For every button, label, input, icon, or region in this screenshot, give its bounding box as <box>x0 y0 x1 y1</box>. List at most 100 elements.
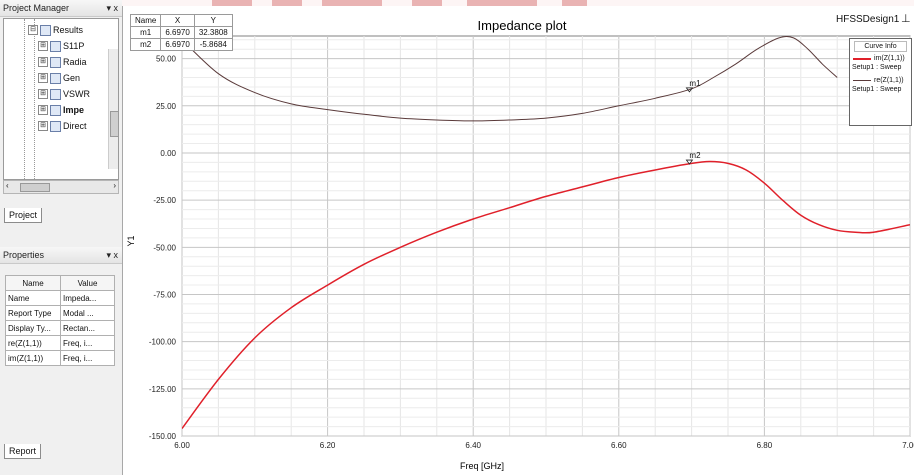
properties-header: Properties ▾ x <box>0 247 122 264</box>
curve-info-legend[interactable]: Curve Info im(Z(1,1)) Setup1 : Sweep re(… <box>849 38 912 126</box>
series-line-im-z-1-1- <box>182 160 910 429</box>
expand-icon[interactable]: ⊞ <box>38 89 48 99</box>
expand-icon[interactable]: ⊞ <box>38 41 48 51</box>
table-row[interactable]: re(Z(1,1)) Freq, i... <box>5 335 115 351</box>
table-header-row: Name Value <box>5 275 115 291</box>
report-icon <box>50 120 61 132</box>
tree-item-label: Direct <box>63 121 87 131</box>
marker-point[interactable] <box>685 159 694 165</box>
property-value[interactable]: Modal ... <box>60 305 115 321</box>
y-axis-label: Y1 <box>126 235 136 246</box>
left-panel: Project Manager ▾ x ⊟ Results ⊞ S11P ⊞ R… <box>0 0 123 475</box>
property-value[interactable]: Freq, i... <box>60 335 115 351</box>
project-manager-header: Project Manager ▾ x <box>0 0 122 17</box>
tab-report[interactable]: Report <box>4 444 42 459</box>
property-name: re(Z(1,1)) <box>5 335 61 351</box>
column-header[interactable]: Name <box>5 275 61 291</box>
table-row[interactable]: Display Ty... Rectan... <box>5 320 115 336</box>
marker-name: m2 <box>129 38 162 51</box>
table-row[interactable]: Report Type Modal ... <box>5 305 115 321</box>
project-tree[interactable]: ⊟ Results ⊞ S11P ⊞ Radia ⊞ Gen ⊞ VSWR ⊞ … <box>3 18 119 180</box>
scroll-left-arrow-icon[interactable]: ‹ <box>6 181 9 190</box>
impedance-plot[interactable]: Impedance plot 50.00 25.00 0.00 -25.00 -50.0… <box>122 6 914 475</box>
y-tick-label: -75.00 <box>153 290 176 299</box>
x-tick-label: 6.00 <box>174 441 190 450</box>
legend-swatch <box>853 80 871 81</box>
marker-name: m1 <box>129 26 162 39</box>
expand-icon[interactable]: ⊞ <box>38 121 48 131</box>
plot-markers: m1 m2 <box>685 79 701 165</box>
axis-tick-labels: 50.00 25.00 0.00 -25.00 -50.00 -75.00 -100.00 -… <box>149 55 914 450</box>
plot-title: Impedance plot <box>478 18 567 33</box>
y-tick-label: 50.00 <box>156 55 177 64</box>
tree-item-label: Radia <box>63 57 87 67</box>
marker-label: m2 <box>689 151 701 160</box>
column-header: Y <box>193 14 233 27</box>
legend-setup: Setup1 : Sweep <box>852 86 902 93</box>
project-manager-title: Project Manager <box>3 3 70 13</box>
y-tick-label: -50.00 <box>153 243 176 252</box>
scrollbar-thumb[interactable] <box>20 183 50 192</box>
y-tick-label: 0.00 <box>160 149 176 158</box>
table-header-row: Name X Y <box>129 14 233 27</box>
series-line-re-z-1-1- <box>182 36 838 122</box>
plot-grid <box>181 36 911 437</box>
collapse-icon[interactable]: ⊟ <box>28 25 38 35</box>
column-header[interactable]: Value <box>60 275 115 291</box>
folder-icon <box>40 24 51 36</box>
ansys-logo-icon: ⊥ <box>901 13 911 25</box>
legend-swatch <box>853 58 871 60</box>
tree-item-label: Impe <box>63 105 85 115</box>
x-axis-label: Freq [GHz] <box>460 461 504 471</box>
tree-item-impedance[interactable]: ⊞ Impe <box>38 103 84 117</box>
design-name: HFSSDesign1 <box>836 14 900 25</box>
report-icon <box>50 104 61 116</box>
table-row[interactable]: m1 6.6970 32.3808 <box>129 26 233 39</box>
table-row[interactable]: im(Z(1,1)) Freq, i... <box>5 350 115 366</box>
scroll-right-arrow-icon[interactable]: › <box>113 181 116 190</box>
series-lines <box>182 36 910 429</box>
tree-item-label: S11P <box>63 41 85 51</box>
marker-table[interactable]: Name X Y m1 6.6970 32.3808 m2 6.6970 -5.… <box>129 14 233 51</box>
tree-item-label: Gen <box>63 73 81 83</box>
table-row[interactable]: Name Impeda... <box>5 290 115 306</box>
legend-entry-im[interactable]: im(Z(1,1)) Setup1 : Sweep <box>850 54 911 72</box>
tree-item-directivity[interactable]: ⊞ Direct <box>38 119 87 133</box>
x-tick-label: 6.20 <box>320 441 336 450</box>
report-icon <box>50 40 61 52</box>
property-value[interactable]: Freq, i... <box>60 350 115 366</box>
y-tick-label: 25.00 <box>156 102 177 111</box>
expand-icon[interactable]: ⊞ <box>38 105 48 115</box>
properties-controls[interactable]: ▾ x <box>106 250 118 260</box>
tab-project[interactable]: Project <box>4 208 43 223</box>
table-row[interactable]: m2 6.6970 -5.8684 <box>129 38 233 51</box>
tree-vertical-scrollbar[interactable] <box>108 49 118 169</box>
tree-item-s11p[interactable]: ⊞ S11P <box>38 39 84 53</box>
marker-y: -5.8684 <box>193 38 233 51</box>
marker-x: 6.6970 <box>160 38 195 51</box>
y-tick-label: -150.00 <box>149 432 177 441</box>
x-tick-label: 6.60 <box>611 441 627 450</box>
legend-series-name: im(Z(1,1)) <box>874 55 905 62</box>
toolbar-fragment <box>212 0 252 6</box>
tree-item-vswr[interactable]: ⊞ VSWR <box>38 87 90 101</box>
tree-horizontal-scrollbar[interactable]: ‹ › <box>3 180 119 194</box>
tree-item-gen[interactable]: ⊞ Gen <box>38 71 80 85</box>
marker-point[interactable] <box>685 87 694 93</box>
property-name: im(Z(1,1)) <box>5 350 61 366</box>
toolbar-fragment <box>322 0 382 6</box>
y-tick-label: -25.00 <box>153 196 176 205</box>
tree-item-radiation[interactable]: ⊞ Radia <box>38 55 87 69</box>
property-value[interactable]: Impeda... <box>60 290 115 306</box>
expand-icon[interactable]: ⊞ <box>38 73 48 83</box>
project-manager-controls[interactable]: ▾ x <box>106 3 118 13</box>
curve-info-title: Curve Info <box>854 41 907 52</box>
column-header: X <box>160 14 195 27</box>
legend-entry-re[interactable]: re(Z(1,1)) Setup1 : Sweep <box>850 76 911 94</box>
properties-table: Name Value Name Impeda... Report Type Mo… <box>5 275 115 366</box>
property-value[interactable]: Rectan... <box>60 320 115 336</box>
expand-icon[interactable]: ⊞ <box>38 57 48 67</box>
tree-item-results[interactable]: ⊟ Results <box>28 23 83 37</box>
tree-item-label: Results <box>53 25 84 35</box>
scrollbar-thumb[interactable] <box>110 111 118 137</box>
